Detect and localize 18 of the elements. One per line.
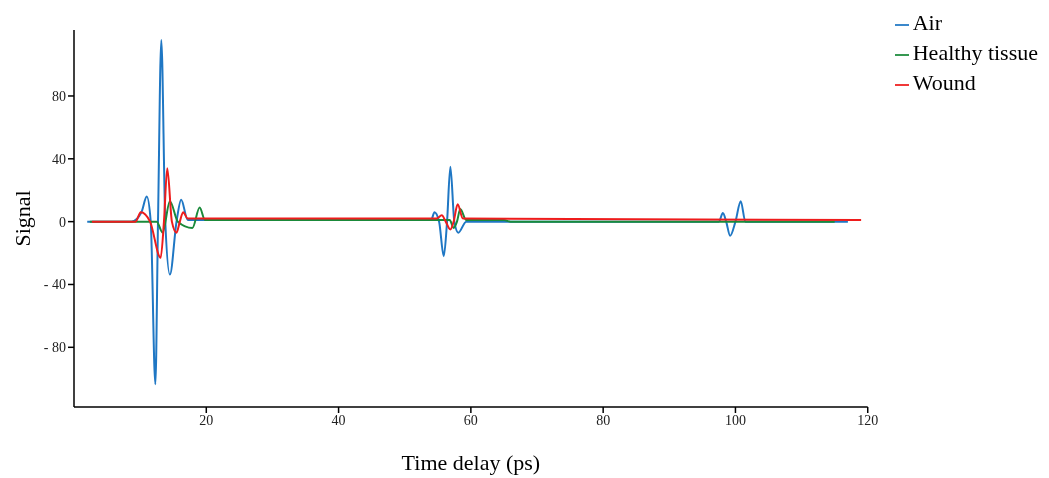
y-tick-label: 80 — [52, 88, 66, 104]
x-tick-label: 20 — [199, 412, 214, 428]
x-axis-title: Time delay (ps) — [401, 450, 541, 475]
y-tick-label: - 40 — [43, 277, 66, 293]
x-tick-label: 80 — [596, 412, 611, 428]
x-tick-label: 40 — [331, 412, 346, 428]
y-tick-label: 40 — [52, 151, 66, 167]
y-axis-title: Signal — [9, 190, 35, 247]
y-tick-label: 0 — [59, 214, 66, 230]
line-series — [88, 200, 836, 234]
legend-label: Air — [912, 10, 943, 35]
legend-label: Wound — [912, 70, 976, 95]
x-tick-label: 100 — [724, 412, 746, 428]
legend-label: Healthy tissue — [912, 40, 1038, 65]
line-series — [90, 167, 863, 259]
x-tick-label: 60 — [463, 412, 478, 428]
y-tick-label: - 80 — [43, 340, 66, 356]
x-tick-label: 120 — [857, 412, 879, 428]
